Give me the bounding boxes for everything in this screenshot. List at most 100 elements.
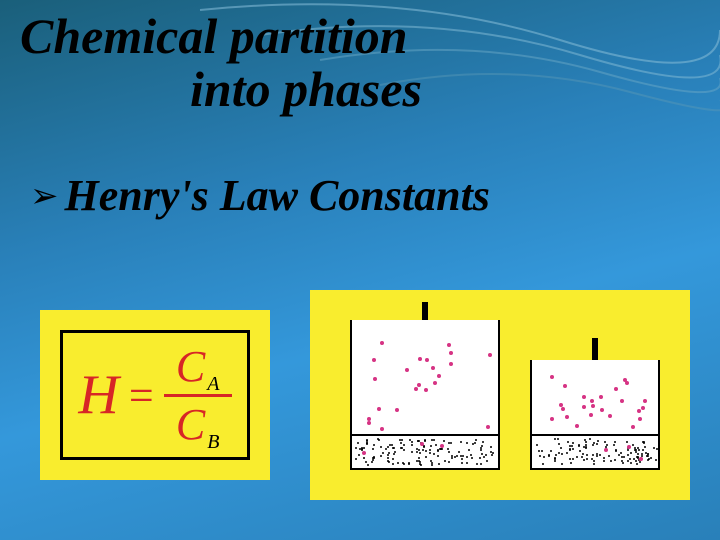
liquid-particle	[380, 455, 382, 457]
liquid-particle	[632, 444, 634, 446]
gas-particle	[589, 413, 593, 417]
gas-particle	[565, 415, 569, 419]
liquid-particle	[621, 460, 623, 462]
gas-particle	[373, 377, 377, 381]
liquid-particle	[593, 460, 595, 462]
liquid-particle	[460, 441, 462, 443]
liquid-particle	[589, 438, 591, 440]
liquid-particle	[433, 439, 435, 441]
liquid-particle	[385, 448, 387, 450]
numerator-subscript: A	[207, 373, 219, 396]
liquid-particle	[424, 440, 426, 442]
gas-particle	[414, 387, 418, 391]
liquid-particle	[599, 454, 601, 456]
liquid-particle	[357, 442, 359, 444]
gas-particle	[575, 424, 579, 428]
gas-particle	[437, 374, 441, 378]
numerator-symbol: C	[176, 341, 205, 392]
bullet-text: Henry's Law Constants	[65, 170, 490, 221]
liquid-particle	[470, 454, 472, 456]
liquid-particle	[620, 452, 622, 454]
gas-particle	[405, 368, 409, 372]
liquid-particle	[656, 448, 658, 450]
gas-particle	[582, 405, 586, 409]
gas-particle	[563, 384, 567, 388]
gas-particle	[380, 427, 384, 431]
liquid-particle	[393, 453, 395, 455]
liquid-particle	[401, 439, 403, 441]
gas-particle	[582, 395, 586, 399]
liquid-particle	[483, 456, 485, 458]
gas-particle	[550, 375, 554, 379]
liquid-particle	[538, 450, 540, 452]
liquid-particle	[425, 450, 427, 452]
denominator-symbol: C	[176, 399, 205, 450]
liquid-particle	[382, 452, 384, 454]
slide: Chemical partition into phases ➢ Henry's…	[0, 0, 720, 540]
beaker-1-liquid	[352, 434, 498, 468]
liquid-particle	[366, 443, 368, 445]
liquid-particle	[392, 458, 394, 460]
liquid-particle	[621, 456, 623, 458]
gas-particle	[380, 341, 384, 345]
liquid-particle	[387, 457, 389, 459]
liquid-particle	[373, 444, 375, 446]
liquid-particle	[603, 460, 605, 462]
liquid-particle	[542, 463, 544, 465]
liquid-particle	[458, 451, 460, 453]
liquid-particle	[403, 444, 405, 446]
liquid-particle	[582, 453, 584, 455]
liquid-particle	[596, 443, 598, 445]
liquid-particle	[623, 456, 625, 458]
liquid-particle	[610, 460, 612, 462]
liquid-particle	[583, 459, 585, 461]
solute-particle	[362, 451, 366, 455]
gas-particle	[637, 409, 641, 413]
liquid-particle	[366, 442, 368, 444]
liquid-particle	[418, 457, 420, 459]
solute-particle	[420, 442, 424, 446]
liquid-particle	[451, 457, 453, 459]
liquid-particle	[437, 455, 439, 457]
diagram-box	[310, 290, 690, 500]
liquid-particle	[479, 457, 481, 459]
gas-particle	[561, 407, 565, 411]
liquid-particle	[408, 462, 410, 464]
gas-particle	[550, 417, 554, 421]
liquid-particle	[613, 444, 615, 446]
liquid-particle	[363, 457, 365, 459]
liquid-particle	[627, 454, 629, 456]
liquid-particle	[474, 442, 476, 444]
gas-particle	[608, 414, 612, 418]
liquid-particle	[475, 439, 477, 441]
solute-particle	[639, 457, 643, 461]
gas-particle	[447, 343, 451, 347]
beaker-2	[530, 360, 660, 470]
gas-particle	[488, 353, 492, 357]
liquid-particle	[596, 455, 598, 457]
formula-lhs: H	[78, 363, 118, 427]
liquid-particle	[554, 460, 556, 462]
liquid-particle	[363, 447, 365, 449]
liquid-particle	[571, 445, 573, 447]
liquid-particle	[461, 462, 463, 464]
liquid-particle	[392, 463, 394, 465]
liquid-particle	[418, 449, 420, 451]
liquid-particle	[586, 458, 588, 460]
liquid-particle	[437, 450, 439, 452]
liquid-particle	[448, 451, 450, 453]
beaker-1	[350, 320, 500, 470]
liquid-particle	[615, 450, 617, 452]
liquid-particle	[618, 454, 620, 456]
liquid-particle	[576, 456, 578, 458]
liquid-particle	[429, 452, 431, 454]
liquid-particle	[593, 463, 595, 465]
liquid-particle	[461, 458, 463, 460]
gas-particle	[372, 358, 376, 362]
liquid-particle	[448, 461, 450, 463]
liquid-particle	[585, 446, 587, 448]
liquid-particle	[566, 452, 568, 454]
liquid-particle	[630, 452, 632, 454]
liquid-particle	[371, 461, 373, 463]
liquid-particle	[558, 443, 560, 445]
